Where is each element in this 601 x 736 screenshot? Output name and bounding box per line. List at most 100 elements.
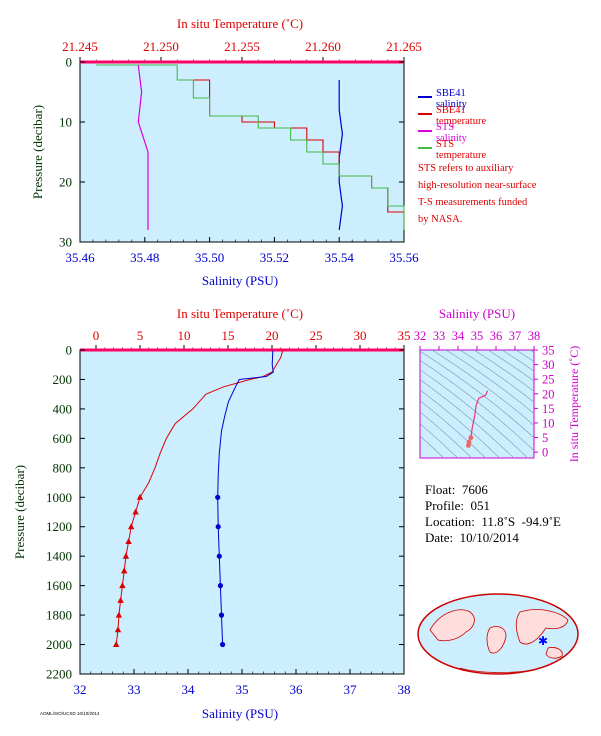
bottom-pres-tick-label: 2200	[46, 667, 72, 682]
bottom-temp-axis-title: In situ Temperature (˚C)	[177, 306, 303, 321]
bottom-sal-tick-label: 35	[236, 682, 249, 697]
ts-density-contour	[529, 350, 534, 353]
bottom-pres-tick-label: 2000	[46, 637, 72, 652]
bottom-pres-tick-label: 400	[53, 401, 73, 416]
top-sal-tick-label: 35.56	[389, 250, 419, 265]
ts-temp-tick-label: 35	[542, 344, 555, 358]
bottom-pres-tick-label: 0	[66, 343, 73, 358]
bottom-pres-tick-label: 1400	[46, 549, 72, 564]
bottom-pres-tick-label: 1000	[46, 490, 72, 505]
ts-density-contour	[445, 350, 534, 414]
top-sal-tick-label: 35.54	[325, 250, 355, 265]
top-series	[96, 64, 405, 231]
salinity-marker	[215, 494, 221, 500]
top-sal-tick-label: 35.52	[260, 250, 289, 265]
map-land-americas	[429, 609, 475, 642]
salinity-marker	[215, 524, 221, 530]
info-date: Date: 10/10/2014	[425, 530, 519, 545]
bottom-temp-tick-label: 10	[178, 328, 191, 343]
top-sal-tick-label: 35.48	[130, 250, 159, 265]
bottom-pres-tick-label: 1800	[46, 608, 72, 623]
ts-sal-axis-title: Salinity (PSU)	[439, 306, 515, 321]
map-land-australia	[545, 647, 563, 659]
ts-sal-tick-label: 36	[490, 329, 503, 343]
footer-credit: AOML/SIO/UCSD 10/10/2014	[40, 711, 100, 716]
ts-density-contour	[420, 389, 501, 458]
ts-series	[466, 390, 489, 448]
temperature-marker	[136, 493, 144, 500]
temperature-marker	[122, 552, 130, 559]
legend-swatch	[418, 147, 432, 149]
top-temp-ticks: 21.245 21.250 21.255 21.260 21.265	[62, 39, 422, 62]
ts-density-contour	[420, 350, 534, 439]
ts-temp-tick-label: 5	[542, 431, 548, 445]
ts-deep-marker	[468, 435, 474, 440]
ts-temp-tick-label: 10	[542, 416, 555, 430]
ts-density-contour	[420, 411, 473, 458]
ts-deep-marker	[466, 439, 472, 445]
bottom-temp-ticks: 0 5 10 15 20 25 30 35	[93, 328, 411, 350]
salinity-marker	[216, 553, 222, 559]
ts-density-contour	[420, 400, 487, 458]
ts-density-contour	[420, 369, 529, 458]
top-plot-area	[79, 61, 405, 243]
bottom-sal-ticks: 32 33 34 35 36 37 38	[74, 669, 411, 697]
bottom-pres-tick-label: 200	[53, 372, 73, 387]
info-profile: Profile: 051	[425, 498, 490, 513]
top-temp-axis-title: In situ Temperature (˚C)	[177, 16, 303, 31]
float-location-marker: ✱	[538, 634, 548, 648]
bottom-pres-tick-label: 600	[53, 431, 73, 446]
sts-note-line: T-S measurements funded	[418, 197, 528, 208]
ts-density-contour	[487, 350, 534, 382]
bottom-pres-tick-label: 1200	[46, 519, 72, 534]
ts-density-contour	[431, 350, 534, 426]
ts-density-contour	[473, 350, 534, 392]
ts-density-contours	[420, 350, 534, 458]
temperature-marker	[132, 508, 139, 515]
ts-sal-tick-label: 33	[433, 329, 446, 343]
ts-sal-tick-label: 37	[509, 329, 522, 343]
ts-temp-tick-label: 0	[542, 446, 548, 460]
top-sal-axis-title: Salinity (PSU)	[202, 273, 278, 288]
ts-temp-tick-label: 25	[542, 373, 555, 387]
legend-swatch	[418, 130, 432, 132]
top-temp-tick-label: 21.255	[224, 39, 260, 54]
bottom-series	[113, 350, 284, 648]
ts-sal-tick-label: 32	[414, 329, 427, 343]
bottom-sal-tick-label: 34	[182, 682, 196, 697]
bottom-sal-axis-title: Salinity (PSU)	[202, 706, 278, 721]
top-temp-tick-label: 21.245	[62, 39, 98, 54]
ts-density-contour	[420, 435, 445, 458]
ts-sal-ticks: 32 33 34 35 36 37 38	[414, 329, 540, 350]
ts-temp-tick-label: 20	[542, 387, 555, 401]
ts-density-contour	[420, 423, 459, 458]
temperature-marker	[114, 626, 122, 633]
ts-temp-tick-label: 15	[542, 402, 555, 416]
temperature-marker	[113, 641, 120, 647]
bottom-pres-ticks: 0 200 400 600 800 1000 1200 1400 1600 1800 2000 220…	[46, 343, 404, 682]
salinity-marker	[218, 612, 225, 618]
sts-temperature-line	[96, 64, 405, 230]
top-pres-tick-label: 20	[59, 175, 72, 190]
sts-note: STS refers to auxiliary high-resolution …	[418, 160, 536, 228]
world-map: ✱	[417, 593, 579, 675]
top-temp-tick-label: 21.250	[143, 39, 179, 54]
legend-label: STS salinity	[436, 122, 467, 144]
map-land-africa	[486, 626, 507, 654]
temperature-marker	[119, 582, 126, 589]
salinity-marker	[220, 641, 226, 648]
bottom-temp-tick-label: 5	[137, 328, 144, 343]
temperature-marker	[128, 523, 135, 530]
map-land-antarctica	[459, 667, 541, 673]
bottom-sal-tick-label: 32	[74, 682, 87, 697]
temperature-marker	[125, 538, 132, 544]
bottom-plot-area	[79, 349, 405, 675]
ts-sal-tick-label: 35	[471, 329, 484, 343]
top-temp-tick-label: 21.265	[386, 39, 422, 54]
bottom-temp-tick-label: 20	[266, 328, 279, 343]
ts-density-contour	[501, 350, 534, 372]
sts-note-line: by NASA.	[418, 214, 463, 225]
sts-salinity-line	[137, 64, 149, 230]
bottom-temp-tick-label: 35	[398, 328, 411, 343]
